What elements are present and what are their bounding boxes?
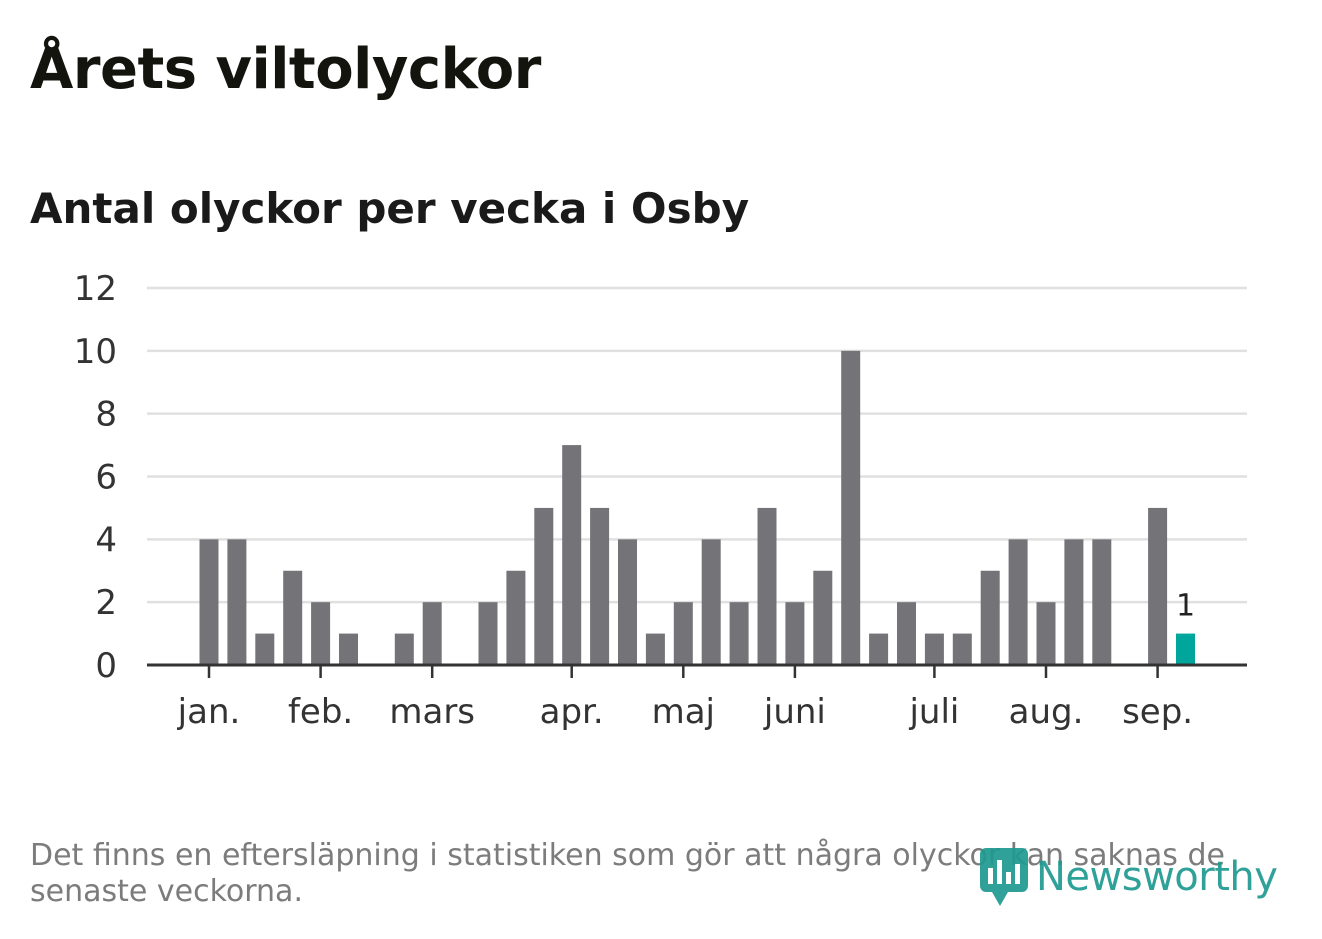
x-tick-label: apr. — [540, 692, 604, 732]
newsworthy-logo-icon — [980, 848, 1028, 906]
chart-subtitle: Antal olyckor per vecka i Osby — [30, 184, 750, 233]
x-tick-label: aug. — [1009, 692, 1084, 732]
bar — [227, 539, 247, 665]
newsworthy-logo-text: Newsworthy — [1036, 854, 1278, 900]
bar — [283, 570, 303, 665]
bar — [757, 507, 777, 665]
x-tick-label: sep. — [1122, 692, 1193, 732]
chart-title: Årets viltolyckor — [30, 37, 541, 102]
bar — [924, 633, 944, 665]
bar-chart: 0 2 4 6 8 10 12 1 jan. feb. mars apr. maj juni juli aug… — [74, 269, 1247, 732]
bar — [1092, 539, 1112, 665]
bar — [980, 570, 1000, 665]
y-tick-label: 10 — [74, 332, 117, 372]
newsworthy-logo: Newsworthy — [978, 846, 1278, 908]
y-tick-label: 8 — [95, 395, 117, 435]
bar — [311, 602, 331, 665]
bar — [1064, 539, 1084, 665]
data-label: 1 — [1176, 589, 1195, 624]
bar — [339, 633, 358, 665]
x-tick-label: jan. — [177, 692, 241, 732]
y-tick-label: 2 — [95, 583, 117, 623]
bar — [534, 507, 554, 665]
bar — [645, 633, 665, 665]
bar — [785, 602, 805, 665]
x-tick-label: maj — [652, 692, 715, 732]
y-tick-label: 4 — [95, 520, 117, 560]
y-tick-label: 0 — [95, 646, 117, 686]
y-tick-label: 12 — [74, 269, 117, 309]
bar — [618, 539, 637, 665]
bar — [673, 602, 693, 665]
bar-highlight — [1176, 633, 1195, 665]
bar — [1036, 602, 1056, 665]
x-tick-label: juli — [908, 692, 959, 732]
bar — [813, 570, 833, 665]
bar — [1008, 539, 1028, 665]
bar — [701, 539, 721, 665]
bar — [590, 507, 610, 665]
bar — [562, 445, 582, 665]
y-tick-label: 6 — [95, 458, 117, 498]
bar — [729, 602, 749, 665]
bar — [1148, 507, 1168, 665]
x-tick-label: mars — [389, 692, 475, 732]
bar — [422, 602, 442, 665]
bar — [869, 633, 889, 665]
bar — [255, 633, 275, 665]
x-tick-label: juni — [763, 692, 826, 732]
bar — [952, 633, 972, 665]
bar — [897, 602, 916, 665]
bar — [478, 602, 498, 665]
bar — [506, 570, 526, 665]
bar — [199, 539, 219, 665]
x-tick-label: feb. — [288, 692, 353, 732]
bar — [394, 633, 414, 665]
bar — [841, 350, 861, 665]
